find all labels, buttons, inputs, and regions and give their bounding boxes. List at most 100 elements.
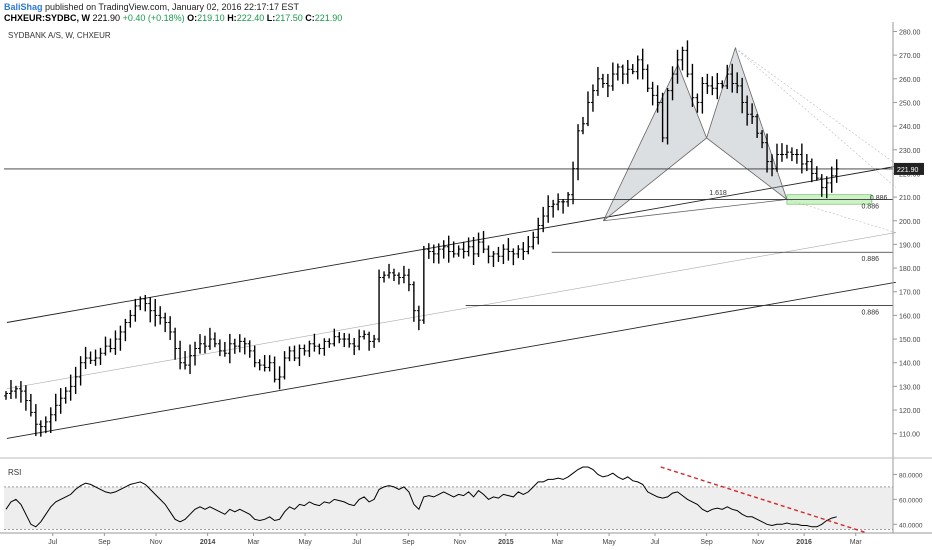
- ohlc-bar[interactable]: [789, 147, 794, 162]
- ohlc-bar[interactable]: [645, 64, 650, 92]
- ohlc-bar[interactable]: [466, 237, 471, 257]
- ohlc-bar[interactable]: [98, 347, 103, 366]
- ohlc-bar[interactable]: [506, 237, 511, 261]
- ohlc-bar[interactable]: [829, 166, 834, 193]
- ohlc-bar[interactable]: [794, 148, 799, 164]
- ohlc-bar[interactable]: [262, 355, 267, 372]
- ohlc-bar[interactable]: [695, 93, 700, 113]
- ohlc-bar[interactable]: [615, 63, 620, 81]
- channel-mid-line[interactable]: [6, 232, 896, 390]
- ohlc-bar[interactable]: [83, 346, 88, 370]
- ohlc-bar[interactable]: [745, 95, 750, 126]
- fan-line[interactable]: [786, 199, 896, 233]
- ohlc-bar[interactable]: [566, 192, 571, 207]
- ohlc-bar[interactable]: [133, 298, 138, 322]
- ohlc-bar[interactable]: [774, 143, 779, 172]
- ohlc-bar[interactable]: [377, 269, 382, 343]
- ohlc-bar[interactable]: [207, 327, 212, 350]
- ohlc-bar[interactable]: [411, 281, 416, 322]
- ohlc-bar[interactable]: [168, 316, 173, 340]
- ohlc-bar[interactable]: [655, 85, 660, 113]
- ohlc-bar[interactable]: [635, 55, 640, 80]
- ohlc-bar[interactable]: [640, 48, 645, 80]
- ohlc-bar[interactable]: [307, 340, 312, 357]
- ohlc-bar[interactable]: [297, 344, 302, 367]
- ohlc-bar[interactable]: [322, 338, 327, 356]
- ohlc-bar[interactable]: [237, 334, 242, 353]
- ohlc-bar[interactable]: [521, 242, 526, 260]
- ohlc-bar[interactable]: [183, 351, 188, 370]
- ohlc-bar[interactable]: [387, 263, 392, 279]
- ohlc-bar[interactable]: [292, 345, 297, 362]
- ohlc-bar[interactable]: [287, 346, 292, 362]
- ohlc-bar[interactable]: [451, 241, 456, 258]
- time-axis[interactable]: Jul Sep Nov 2014 Mar May Jul Sep Nov 2015 Mar May Ju…: [48, 533, 862, 546]
- ohlc-bar[interactable]: [173, 327, 178, 360]
- ohlc-bar[interactable]: [581, 116, 586, 135]
- ohlc-bar[interactable]: [401, 265, 406, 284]
- ohlc-bar[interactable]: [222, 341, 227, 357]
- ohlc-bar[interactable]: [63, 387, 68, 404]
- ohlc-bar[interactable]: [143, 294, 148, 312]
- ohlc-bar[interactable]: [456, 245, 461, 257]
- ohlc-bar[interactable]: [257, 359, 262, 371]
- ohlc-bar[interactable]: [491, 250, 496, 268]
- ohlc-bar[interactable]: [421, 245, 426, 324]
- ohlc-bar[interactable]: [436, 243, 441, 264]
- symbol-label[interactable]: CHXEUR:SYDBC, W: [4, 13, 91, 23]
- ohlc-bar[interactable]: [282, 351, 287, 380]
- ohlc-bar[interactable]: [735, 72, 740, 94]
- ohlc-bar[interactable]: [163, 312, 168, 333]
- ohlc-bar[interactable]: [367, 331, 372, 351]
- ohlc-bar[interactable]: [471, 237, 476, 266]
- ohlc-bar[interactable]: [18, 381, 23, 403]
- ohlc-bar[interactable]: [217, 339, 222, 357]
- ohlc-bar[interactable]: [576, 124, 581, 181]
- rsi-trendline[interactable]: [660, 466, 868, 534]
- ohlc-bar[interactable]: [123, 318, 128, 342]
- ohlc-bar[interactable]: [247, 340, 252, 358]
- ohlc-bar[interactable]: [710, 76, 715, 96]
- ohlc-bar[interactable]: [4, 391, 8, 400]
- ohlc-bar[interactable]: [809, 158, 814, 183]
- ohlc-bar[interactable]: [88, 351, 93, 365]
- ohlc-bar[interactable]: [38, 420, 43, 437]
- ohlc-bar[interactable]: [272, 356, 277, 383]
- ohlc-bar[interactable]: [118, 325, 123, 351]
- ohlc-bar[interactable]: [148, 297, 153, 323]
- channel-lower-line[interactable]: [6, 281, 896, 439]
- ohlc-bar[interactable]: [362, 330, 367, 340]
- ohlc-bar[interactable]: [431, 244, 436, 264]
- ohlc-bar[interactable]: [337, 332, 342, 344]
- ohlc-bar[interactable]: [784, 144, 789, 159]
- ohlc-bar[interactable]: [212, 332, 217, 348]
- ohlc-bar[interactable]: [680, 46, 685, 71]
- ohlc-bar[interactable]: [357, 329, 362, 351]
- ohlc-bar[interactable]: [138, 296, 143, 311]
- price-pane[interactable]: SYDBANK A/S, W, CHXEUR 110.00 120.00 130.0…: [4, 29, 924, 439]
- ohlc-bar[interactable]: [78, 356, 83, 386]
- ohlc-bar[interactable]: [561, 199, 566, 214]
- ohlc-bar[interactable]: [760, 130, 765, 149]
- ohlc-bar[interactable]: [799, 143, 804, 174]
- ohlc-bar[interactable]: [188, 344, 193, 375]
- ohlc-bar[interactable]: [605, 73, 610, 98]
- ohlc-bar[interactable]: [590, 84, 595, 112]
- ohlc-bar[interactable]: [700, 76, 705, 114]
- ohlc-bar[interactable]: [382, 271, 387, 283]
- ohlc-bar[interactable]: [48, 407, 53, 434]
- ohlc-bar[interactable]: [8, 380, 13, 399]
- ohlc-bar[interactable]: [68, 374, 73, 401]
- ohlc-bar[interactable]: [312, 333, 317, 352]
- ohlc-bar[interactable]: [372, 334, 377, 348]
- ohlc-bar[interactable]: [332, 328, 337, 347]
- ohlc-bar[interactable]: [610, 62, 615, 91]
- ohlc-bar[interactable]: [516, 245, 521, 259]
- ohlc-bar[interactable]: [28, 393, 33, 417]
- ohlc-bar[interactable]: [536, 217, 541, 245]
- ohlc-bar[interactable]: [406, 268, 411, 292]
- ohlc-bar[interactable]: [441, 240, 446, 259]
- ohlc-bar[interactable]: [531, 231, 536, 250]
- ohlc-bar[interactable]: [665, 88, 670, 145]
- ohlc-bar[interactable]: [481, 230, 486, 254]
